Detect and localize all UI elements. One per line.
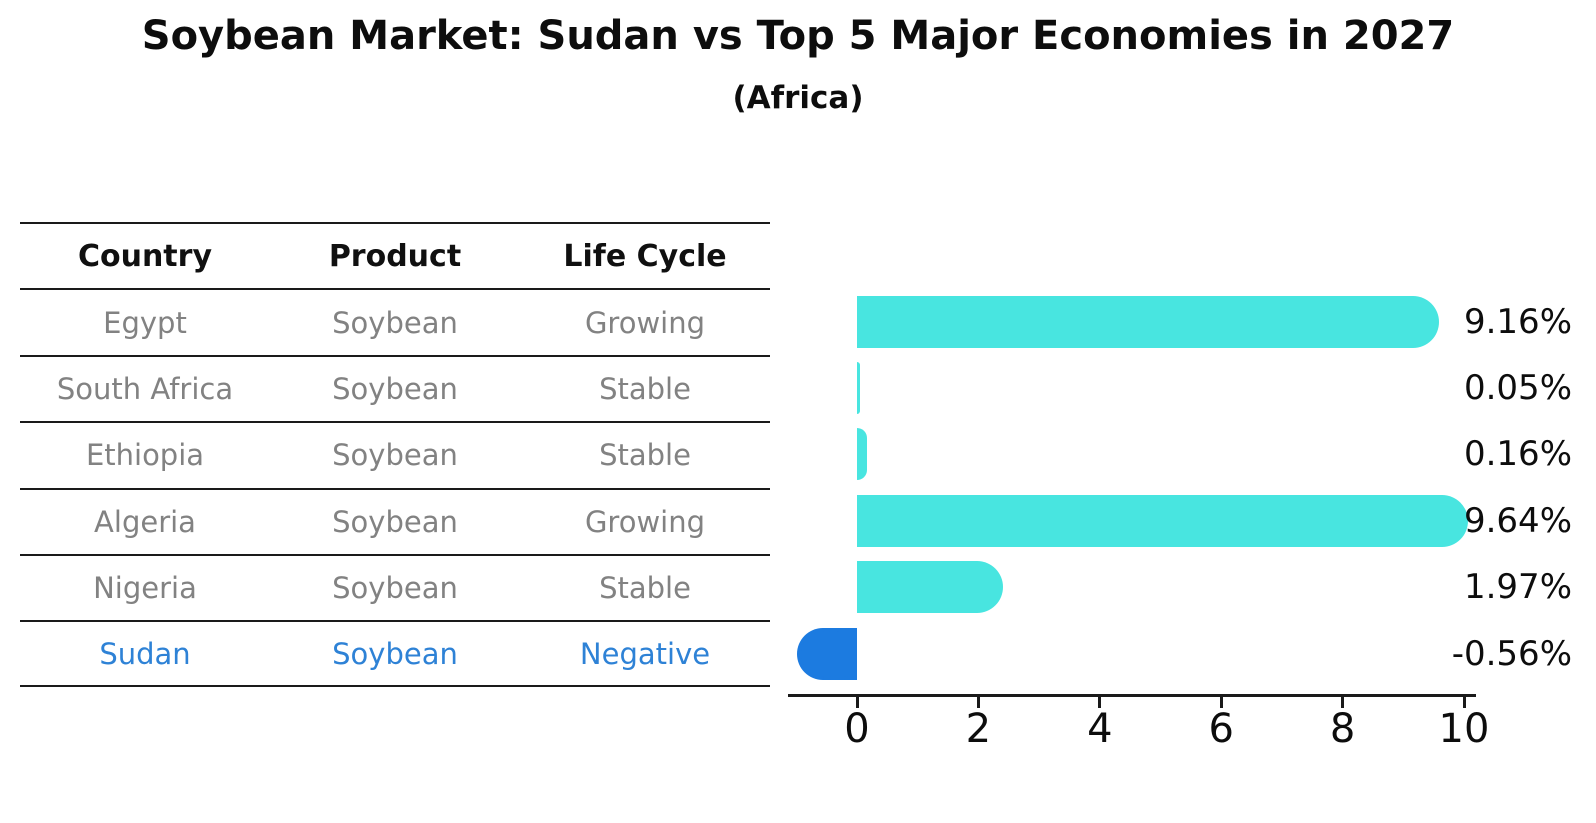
cell-product: Soybean <box>332 571 458 606</box>
country-table: Country Product Life Cycle Egypt Soybean G… <box>20 222 770 687</box>
x-axis-tick <box>1098 697 1102 708</box>
chart-title: Soybean Market: Sudan vs Top 5 Major Eco… <box>141 13 1455 59</box>
x-axis-tick-label: 0 <box>844 706 870 752</box>
x-axis-tick <box>976 697 980 708</box>
cell-life-cycle: Growing <box>584 305 706 340</box>
x-axis-tick <box>855 697 859 708</box>
table-row: Algeria Soybean Growing <box>20 487 770 554</box>
cell-life-cycle: Stable <box>599 571 691 606</box>
value-label-south-africa: 0.05% <box>1463 368 1572 408</box>
bar-egypt <box>857 295 1439 348</box>
table-body: Egypt Soybean Growing South Africa Soybean St… <box>20 288 770 687</box>
bar-south-africa <box>857 362 861 414</box>
table-row: Sudan Soybean Negative <box>20 620 770 687</box>
x-axis-line <box>788 694 1476 697</box>
value-label-egypt: 9.16% <box>1463 301 1572 342</box>
cell-country: Ethiopia <box>85 438 205 473</box>
table-row: Egypt Soybean Growing <box>20 288 770 354</box>
cell-country: Algeria <box>94 504 196 539</box>
x-axis-tick-label: 8 <box>1329 706 1356 752</box>
x-axis-tick <box>1341 697 1345 708</box>
table-row: South Africa Soybean Stable <box>20 354 770 421</box>
chart-subtitle: (Africa) <box>732 80 864 116</box>
cell-country: Sudan <box>99 636 191 671</box>
bar-algeria <box>857 494 1469 547</box>
cell-product: Soybean <box>332 371 458 406</box>
value-label-ethiopia: 0.16% <box>1463 434 1572 475</box>
cell-life-cycle: Stable <box>599 438 691 473</box>
x-axis-tick <box>1219 697 1223 708</box>
cell-product: Soybean <box>332 305 458 340</box>
value-label-algeria: 9.64% <box>1463 500 1572 541</box>
cell-life-cycle: Negative <box>579 636 711 671</box>
cell-country: Egypt <box>103 305 187 340</box>
cell-life-cycle: Stable <box>599 371 691 406</box>
table-row: Ethiopia Soybean Stable <box>20 421 770 487</box>
x-axis-tick-label: 4 <box>1087 706 1113 752</box>
x-axis-tick <box>1462 697 1466 708</box>
cell-product: Soybean <box>332 636 458 671</box>
cell-product: Soybean <box>332 504 458 539</box>
cell-country: South Africa <box>56 371 234 406</box>
cell-country: Nigeria <box>93 571 197 606</box>
value-label-sudan: -0.56% <box>1451 633 1572 674</box>
bar-nigeria <box>857 561 1003 614</box>
cell-life-cycle: Growing <box>584 504 706 539</box>
bar-ethiopia <box>857 428 867 481</box>
x-axis-tick-label: 2 <box>965 706 992 752</box>
column-header-life-cycle: Life Cycle <box>563 238 727 274</box>
column-header-country: Country <box>77 238 213 274</box>
column-header-product: Product <box>328 238 462 274</box>
table-header-row: Country Product Life Cycle <box>20 222 770 288</box>
bar-sudan <box>797 627 857 680</box>
x-axis-tick-label: 10 <box>1438 706 1490 752</box>
value-label-nigeria: 1.97% <box>1463 567 1572 608</box>
table-row: Nigeria Soybean Stable <box>20 553 770 620</box>
x-axis-tick-label: 6 <box>1208 706 1234 752</box>
cell-product: Soybean <box>332 438 458 473</box>
